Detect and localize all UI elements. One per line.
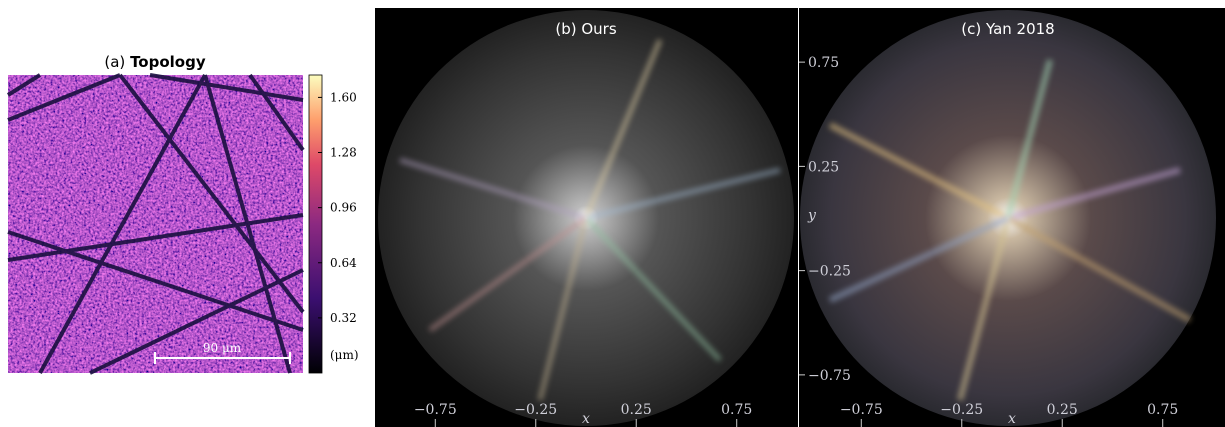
colorbar (309, 75, 322, 373)
colorbar-unit: (μm) (330, 348, 359, 362)
colorbar-tick-label: 1.28 (330, 146, 357, 160)
y-axis-label: y (807, 208, 817, 224)
x-tick-label: −0.25 (940, 402, 983, 418)
colorbar-tick-label: 1.60 (330, 90, 357, 104)
x-tick-label: 0.75 (721, 402, 752, 418)
panel-title-text: Topology (130, 53, 206, 71)
colorbar-tick-label: 0.32 (330, 311, 357, 325)
x-tick-label: 0.25 (621, 402, 652, 418)
colorbar-tick-label: 0.64 (330, 256, 357, 270)
scale-bar-label: 90 μm (203, 341, 242, 355)
x-tick-label: −0.75 (414, 402, 457, 418)
y-tick-label: −0.25 (808, 264, 851, 280)
figure: (a) Topology 90 μm (μm) (b) Ours (c) Yan… (0, 0, 1225, 427)
x-tick-label: 0.75 (1147, 402, 1178, 418)
x-tick-label: −0.75 (840, 402, 883, 418)
panel-title: (c) Yan 2018 (961, 20, 1054, 38)
panel-title: (a) Topology (104, 53, 205, 71)
y-tick-label: 0.75 (808, 55, 839, 71)
x-axis-label: x (1008, 411, 1016, 427)
x-axis-label: x (582, 411, 590, 427)
x-tick-label: −0.25 (514, 402, 557, 418)
panel-label: (a) (104, 53, 125, 71)
x-tick-label: 0.25 (1047, 402, 1078, 418)
panel-title: (b) Ours (555, 20, 616, 38)
y-tick-label: −0.75 (808, 368, 851, 384)
colorbar-tick-label: 0.96 (330, 201, 357, 215)
y-tick-label: 0.25 (808, 159, 839, 175)
